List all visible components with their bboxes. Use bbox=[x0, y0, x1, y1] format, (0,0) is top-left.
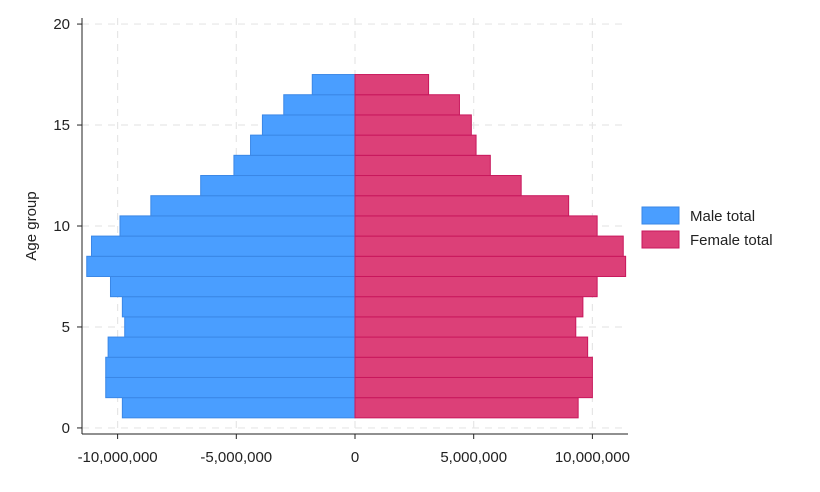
x-ticks: -10,000,000 -5,000,000 0 5,000,000 10,000,00… bbox=[78, 434, 630, 466]
bar-male-13 bbox=[233, 154, 356, 177]
bar-male-2 bbox=[105, 376, 356, 399]
y-tick-label: 15 bbox=[53, 117, 70, 134]
bar-male-14 bbox=[250, 134, 356, 156]
axes: -10,000,000 -5,000,000 0 5,000,000 10,000,00… bbox=[53, 16, 630, 466]
bar-male-9 bbox=[90, 235, 356, 257]
x-tick-label: 0 bbox=[351, 449, 359, 466]
legend: Male total Female total bbox=[641, 206, 773, 249]
bar-male-17 bbox=[311, 74, 356, 96]
bar-male-11 bbox=[150, 195, 356, 217]
x-tick-label: -10,000,000 bbox=[78, 449, 158, 466]
bar-female-6 bbox=[354, 296, 584, 318]
bars bbox=[86, 74, 627, 419]
x-tick-label: -5,000,000 bbox=[200, 449, 272, 466]
y-tick-label: 10 bbox=[53, 218, 70, 235]
bar-female-17 bbox=[354, 74, 430, 96]
legend-swatch-male bbox=[641, 206, 680, 225]
bar-male-3 bbox=[105, 356, 356, 378]
bar-female-7 bbox=[354, 275, 598, 298]
bar-female-14 bbox=[354, 134, 477, 156]
bar-female-8 bbox=[354, 255, 627, 277]
bar-male-12 bbox=[200, 175, 356, 197]
bar-male-5 bbox=[124, 316, 356, 338]
bar-female-2 bbox=[354, 376, 593, 399]
y-ticks: 0 5 10 15 20 bbox=[53, 16, 82, 437]
bar-male-10 bbox=[119, 215, 356, 237]
y-tick-label: 20 bbox=[53, 16, 70, 33]
bar-female-5 bbox=[354, 316, 577, 338]
x-tick-label: 5,000,000 bbox=[440, 449, 507, 466]
bar-male-15 bbox=[261, 114, 356, 136]
legend-label-female: Female total bbox=[690, 232, 773, 249]
bar-male-1 bbox=[121, 397, 356, 419]
legend-swatch-female bbox=[641, 230, 680, 249]
bar-male-16 bbox=[283, 94, 356, 116]
bar-female-10 bbox=[354, 215, 598, 237]
y-axis-title: Age group bbox=[23, 191, 40, 260]
legend-label-male: Male total bbox=[690, 208, 755, 225]
y-tick-label: 5 bbox=[62, 319, 70, 336]
bar-female-4 bbox=[354, 336, 589, 358]
bar-female-12 bbox=[354, 175, 522, 197]
bar-female-3 bbox=[354, 356, 593, 378]
bar-female-15 bbox=[354, 114, 472, 136]
y-tick-label: 0 bbox=[62, 420, 70, 437]
bar-female-16 bbox=[354, 94, 460, 116]
bar-male-6 bbox=[121, 296, 356, 318]
bar-male-4 bbox=[107, 336, 356, 358]
bar-female-9 bbox=[354, 235, 624, 257]
x-tick-label: 10,000,000 bbox=[555, 449, 630, 466]
bar-female-11 bbox=[354, 195, 570, 217]
bar-male-7 bbox=[109, 275, 356, 298]
bar-male-8 bbox=[86, 255, 356, 277]
bar-female-1 bbox=[354, 397, 579, 419]
bar-female-13 bbox=[354, 154, 491, 177]
